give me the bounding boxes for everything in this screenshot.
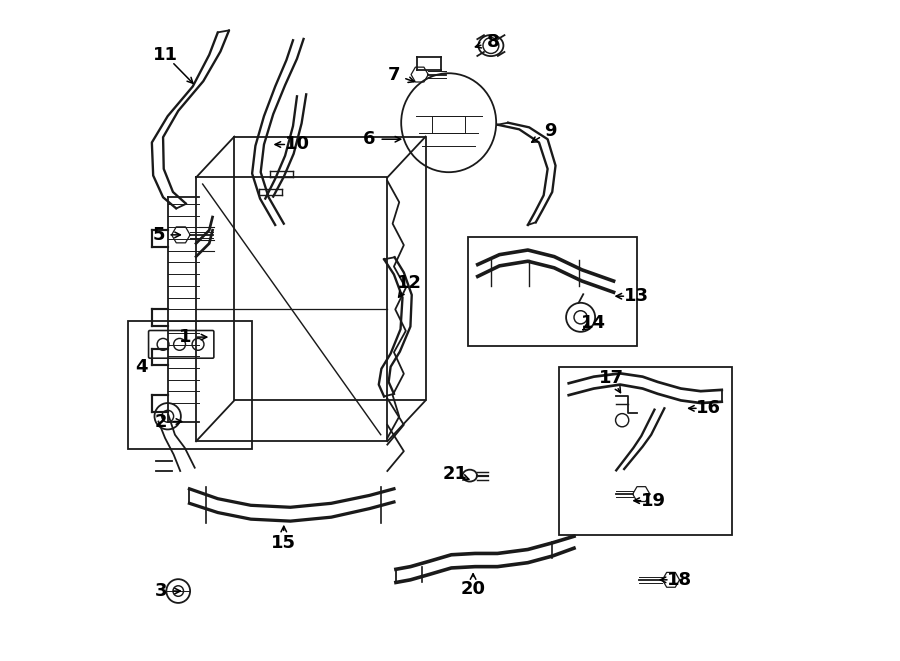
Text: 5: 5 — [152, 226, 165, 244]
Text: 12: 12 — [397, 274, 421, 292]
Text: 17: 17 — [599, 369, 624, 387]
Text: 13: 13 — [624, 287, 649, 305]
Text: 1: 1 — [178, 328, 191, 346]
Text: 11: 11 — [152, 46, 177, 63]
Bar — [559, 367, 732, 535]
Bar — [128, 321, 252, 449]
Text: 3: 3 — [155, 582, 167, 600]
Text: 21: 21 — [443, 465, 468, 483]
Text: 14: 14 — [581, 313, 607, 332]
Bar — [469, 237, 636, 346]
Text: 15: 15 — [271, 534, 296, 552]
Text: 2: 2 — [155, 412, 167, 430]
Text: 10: 10 — [284, 136, 310, 153]
Text: 8: 8 — [487, 32, 500, 51]
Text: 9: 9 — [544, 122, 556, 140]
Bar — [432, 116, 465, 133]
Text: 19: 19 — [641, 492, 666, 510]
Text: 18: 18 — [667, 571, 692, 589]
Text: 4: 4 — [135, 358, 148, 376]
Text: 7: 7 — [388, 65, 400, 83]
Text: 16: 16 — [696, 399, 721, 417]
Text: 6: 6 — [364, 130, 376, 148]
Text: 20: 20 — [461, 580, 486, 598]
